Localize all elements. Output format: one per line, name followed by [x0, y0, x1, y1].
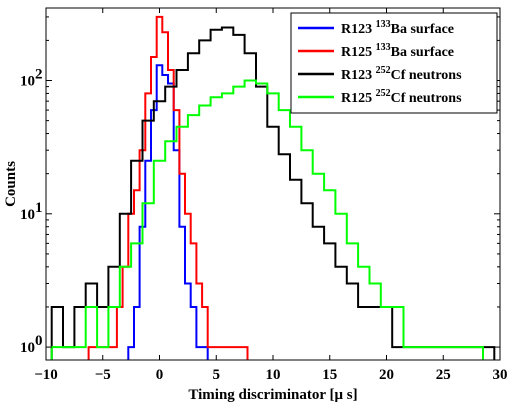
x-tick-label: 20 — [379, 367, 394, 383]
x-tick-label: 30 — [493, 367, 508, 383]
y-tick-exponent: 2 — [35, 67, 43, 83]
series-line-4 — [50, 79, 484, 360]
y-tick-label: 10 — [20, 207, 35, 223]
legend: R123 133Ba surface R125 133Ba surface R123… — [290, 12, 498, 114]
x-tick-label: −5 — [95, 367, 111, 383]
x-tick-label: 15 — [322, 367, 337, 383]
x-tick-label: 10 — [266, 367, 281, 383]
legend-label-2: R125 133Ba surface — [341, 42, 454, 60]
y-tick-exponent: 1 — [35, 200, 43, 216]
x-axis: −10 −5 0 5 10 15 20 25 30 — [34, 8, 508, 383]
series-layer — [50, 15, 496, 360]
y-tick-label: 10 — [20, 74, 35, 90]
x-axis-label: Timing discriminator [μ s] — [188, 387, 357, 403]
x-tick-label: 0 — [156, 367, 164, 383]
series-line-2 — [87, 15, 249, 360]
legend-label-3: R123 252Cf neutrons — [341, 65, 462, 83]
legend-label-1: R123 133Ba surface — [341, 19, 454, 37]
series-line-1 — [127, 64, 209, 360]
y-tick-label: 10 — [20, 340, 35, 356]
y-tick-exponent: 0 — [35, 333, 43, 349]
x-tick-label: −10 — [34, 367, 58, 383]
x-tick-label: 5 — [213, 367, 221, 383]
x-tick-label: 25 — [436, 367, 451, 383]
y-axis-label: Counts — [3, 161, 19, 207]
legend-label-4: R125 252Cf neutrons — [341, 88, 462, 106]
